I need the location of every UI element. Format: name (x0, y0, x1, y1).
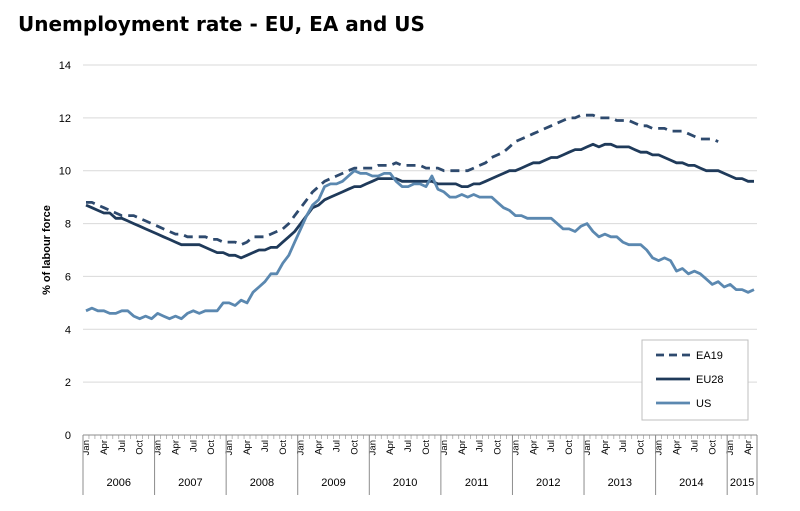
x-tick-label: Jul (403, 440, 414, 452)
legend-label-us: US (696, 398, 711, 410)
y-axis-title: % of labour force (41, 205, 53, 295)
legend-label-eu28: EU28 (696, 374, 724, 386)
x-tick-label: Oct (636, 440, 647, 455)
x-tick-label: Jan (224, 440, 235, 455)
year-label: 2007 (178, 477, 202, 489)
y-tick-label: 6 (65, 271, 71, 283)
x-tick-label: Jan (725, 440, 736, 455)
series-line-eu28 (85, 142, 754, 260)
year-label: 2013 (608, 477, 632, 489)
x-tick-label: Jan (296, 440, 307, 455)
x-tick-label: Apr (242, 440, 253, 455)
x-tick-label: Oct (135, 440, 146, 455)
y-tick-label: 10 (59, 166, 71, 178)
x-tick-label: Apr (743, 440, 754, 455)
y-tick-label: 0 (65, 430, 71, 442)
y-tick-label: 14 (59, 60, 71, 72)
year-label: 2006 (107, 477, 131, 489)
x-tick-label: Jul (188, 440, 199, 452)
x-tick-label: Jan (654, 440, 665, 455)
x-tick-label: Jul (475, 440, 486, 452)
x-tick-label: Apr (99, 440, 110, 455)
x-tick-label: Jan (367, 440, 378, 455)
x-tick-label: Oct (421, 440, 432, 455)
legend-label-ea19: EA19 (696, 350, 723, 362)
x-tick-label: Oct (493, 440, 504, 455)
y-tick-label: 4 (65, 324, 71, 336)
series-line-ea19 (86, 113, 719, 247)
x-tick-label: Oct (707, 440, 718, 455)
chart-title: Unemployment rate - EU, EA and US (18, 12, 425, 36)
x-tick-label: Jan (81, 440, 92, 455)
year-label: 2014 (679, 477, 703, 489)
x-tick-label: Apr (170, 440, 181, 455)
year-label: 2008 (250, 477, 274, 489)
x-tick-label: Jul (331, 440, 342, 452)
series-line-us (85, 169, 755, 321)
x-tick-label: Jan (153, 440, 164, 455)
x-tick-label: Apr (671, 440, 682, 455)
year-label: 2009 (321, 477, 345, 489)
year-label: 2015 (730, 477, 754, 489)
year-label: 2010 (393, 477, 417, 489)
x-tick-label: Jul (117, 440, 128, 452)
x-tick-label: Jul (260, 440, 271, 452)
x-tick-label: Oct (349, 440, 360, 455)
x-tick-label: Oct (206, 440, 217, 455)
x-tick-label: Jul (618, 440, 629, 452)
y-tick-label: 12 (59, 113, 71, 125)
x-tick-label: Apr (314, 440, 325, 455)
x-tick-label: Apr (528, 440, 539, 455)
x-tick-label: Jan (439, 440, 450, 455)
year-label: 2011 (465, 477, 489, 489)
x-tick-label: Apr (385, 440, 396, 455)
x-tick-label: Oct (564, 440, 575, 455)
x-tick-label: Jul (546, 440, 557, 452)
y-tick-label: 2 (65, 377, 71, 389)
y-tick-label: 8 (65, 219, 71, 231)
x-tick-label: Jan (582, 440, 593, 455)
year-label: 2012 (536, 477, 560, 489)
x-tick-label: Oct (278, 440, 289, 455)
x-tick-label: Apr (457, 440, 468, 455)
x-tick-label: Jan (510, 440, 521, 455)
x-tick-label: Jul (689, 440, 700, 452)
x-tick-label: Apr (600, 440, 611, 455)
